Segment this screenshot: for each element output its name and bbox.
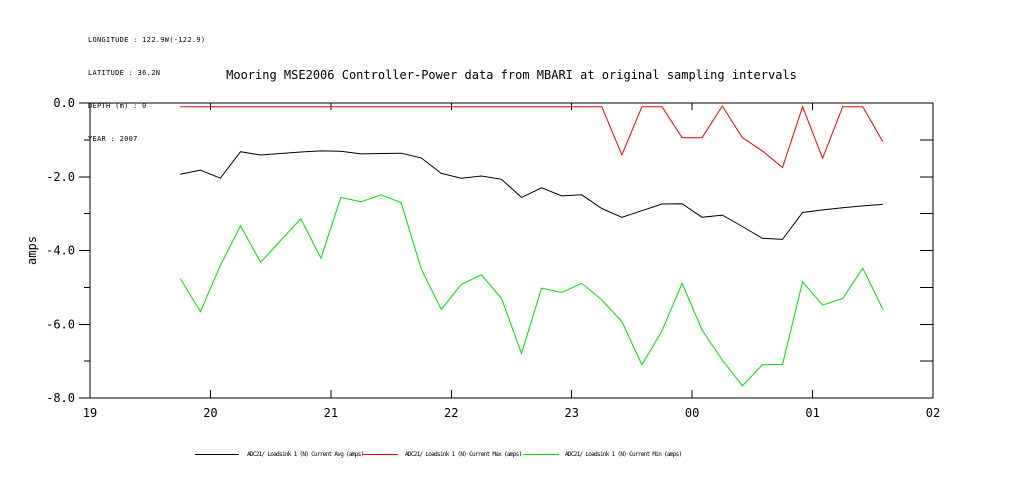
y-axis-tick-label: -8.0 xyxy=(46,391,75,405)
x-axis-tick-label: 23 xyxy=(564,406,578,420)
plot-header-info: LONGITUDE : 122.9W(-122.9) LATITUDE : 36… xyxy=(88,13,205,167)
y-axis-tick-label: -4.0 xyxy=(46,244,75,258)
x-axis-tick-label: 20 xyxy=(203,406,217,420)
chart-title: Mooring MSE2006 Controller-Power data fr… xyxy=(226,68,797,82)
legend-label-min: ADC21/ Loadsink 1 (N) Current Min (amps) xyxy=(565,451,682,458)
series-line-avg xyxy=(180,150,883,240)
legend-label-avg: ADC21/ Loadsink 1 (N) Current Avg (amps) xyxy=(247,451,364,458)
y-axis-tick-label: -6.0 xyxy=(46,317,75,331)
legend-line-min xyxy=(523,454,559,455)
x-axis-tick-label: 02 xyxy=(926,406,940,420)
header-line-latitude: LATITUDE : 36.2N xyxy=(88,69,161,77)
header-line-longitude: LONGITUDE : 122.9W(-122.9) xyxy=(88,36,206,44)
series-line-min xyxy=(179,194,884,387)
x-axis-tick-label: 01 xyxy=(805,406,819,420)
legend-line-max xyxy=(363,454,398,455)
y-axis-title: amps xyxy=(25,236,39,265)
x-axis-tick-label: 22 xyxy=(444,406,458,420)
header-line-depth: DEPTH (m) : 0 xyxy=(88,102,147,110)
y-axis-tick-label: -2.0 xyxy=(46,170,75,184)
x-axis-tick-label: 19 xyxy=(83,406,97,420)
x-axis-tick-label: 21 xyxy=(324,406,338,420)
header-line-year: YEAR : 2007 xyxy=(88,135,138,143)
series-line-max xyxy=(180,105,884,169)
y-axis-tick-label: 0.0 xyxy=(53,96,75,110)
x-axis-tick-label: 00 xyxy=(685,406,699,420)
legend-label-max: ADC21/ Loadsink 1 (N) Current Max (amps) xyxy=(405,451,522,458)
legend-line-avg xyxy=(195,454,239,455)
plot-frame xyxy=(89,102,934,399)
